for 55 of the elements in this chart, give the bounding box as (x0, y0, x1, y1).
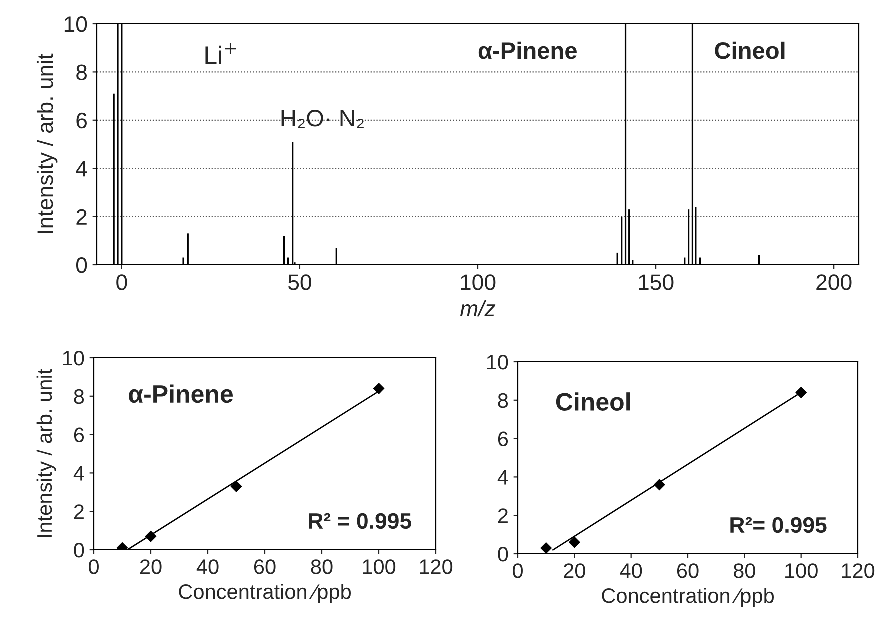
point (540, 542, 552, 554)
y-tick-label: 4 (76, 161, 88, 177)
y-tick-label: 10 (487, 355, 508, 370)
y-tick-label: 6 (76, 112, 87, 129)
x-tick-label: 40 (196, 560, 219, 574)
x-tick-label: 20 (564, 564, 586, 578)
y-axis-title: Intensity / arb. unit (36, 54, 58, 234)
x-tick-label: 200 (816, 274, 852, 290)
y-tick-label: 8 (498, 393, 508, 408)
x-axis-title: Concentration ⁄ppb (602, 588, 774, 608)
annotation: H₂O· N₂ (282, 110, 364, 129)
x-tick-label: 100 (786, 564, 818, 578)
point (796, 387, 808, 398)
y-tick-label: 6 (74, 428, 84, 443)
y-tick-label: 2 (74, 504, 84, 520)
annotation: α-Pinene (129, 384, 234, 404)
x-tick-label: 20 (140, 560, 162, 574)
x-tick-label: 100 (363, 560, 396, 574)
y-tick-label: 10 (63, 351, 84, 366)
x-tick-label: 0 (116, 274, 128, 290)
x-tick-label: 60 (254, 560, 276, 574)
annotation: R² = 0.995 (309, 513, 412, 530)
point (373, 383, 385, 394)
annotation: α-Pinene (478, 42, 577, 60)
y-tick-label: 10 (64, 16, 88, 32)
x-tick-label: 60 (677, 564, 699, 578)
point (568, 536, 580, 548)
x-tick-label: 0 (513, 564, 523, 578)
x-tick-label: 40 (620, 564, 642, 578)
x-tick-label: 150 (639, 274, 674, 290)
annotation: Li$^{+}$ (206, 43, 236, 64)
y-tick-label: 6 (498, 432, 508, 447)
y-tick-label: 0 (74, 543, 84, 558)
y-tick-label: 0 (498, 547, 508, 562)
x-tick-label: 80 (311, 560, 333, 574)
x-axis-title: Concentration ⁄ppb (179, 584, 351, 604)
annotation: Cineol (715, 42, 785, 60)
x-tick-label: 50 (288, 274, 312, 290)
y-tick-label: 4 (498, 470, 508, 485)
point (230, 480, 242, 492)
y-axis-title: Intensity / arb. unit (36, 369, 56, 538)
y-tick-label: 2 (498, 508, 508, 524)
y-tick-label: 4 (74, 466, 84, 481)
x-axis-title: m/z (460, 300, 496, 317)
annotation: R²= 0.995 (730, 517, 827, 534)
y-tick-label: 0 (76, 258, 88, 274)
x-tick-label: 120 (842, 564, 875, 578)
y-tick-label: 8 (74, 389, 84, 404)
x-tick-label: 80 (734, 564, 756, 578)
y-tick-label: 8 (76, 64, 88, 80)
x-tick-label: 0 (89, 560, 99, 574)
x-tick-label: 120 (420, 560, 453, 574)
y-tick-label: 2 (76, 209, 87, 225)
annotation: Cineol (556, 392, 630, 411)
x-tick-label: 100 (461, 274, 496, 290)
